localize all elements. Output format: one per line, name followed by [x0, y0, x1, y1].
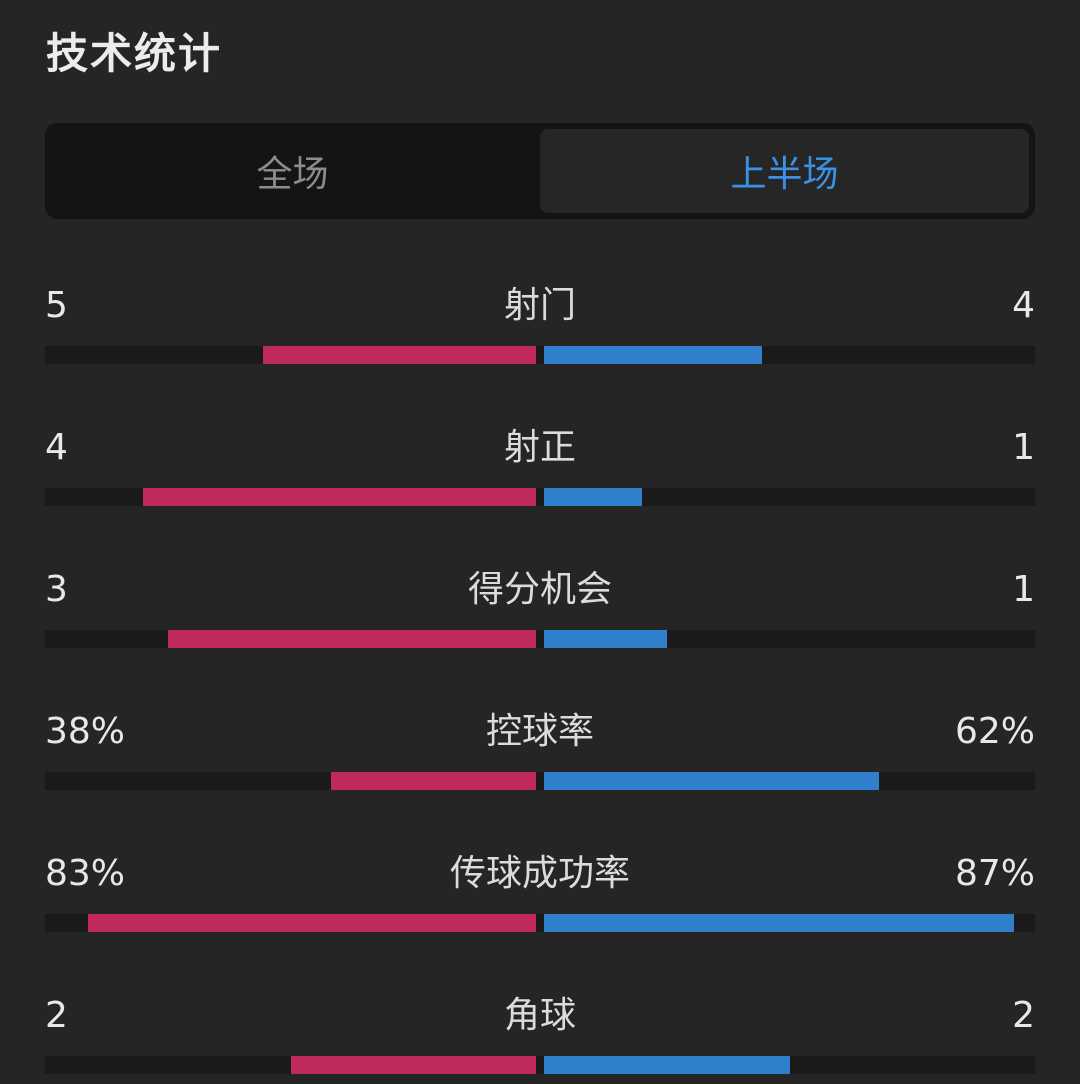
- comparison-track: [45, 1056, 1035, 1074]
- away-bar: [544, 346, 763, 364]
- away-bar: [544, 1056, 790, 1074]
- stat-row-chances: 3 得分机会 1: [45, 568, 1035, 658]
- comparison-track: [45, 346, 1035, 364]
- stat-label: 控球率: [485, 711, 594, 752]
- away-value: 4: [1012, 285, 1035, 326]
- stat-row-possession: 38% 控球率 62%: [45, 710, 1035, 800]
- away-bar: [544, 488, 643, 506]
- stat-label: 角球: [503, 995, 576, 1036]
- tab-first-half[interactable]: 上半场: [540, 129, 1029, 213]
- away-value: 2: [1012, 995, 1035, 1036]
- stat-label: 传球成功率: [449, 853, 630, 894]
- away-bar: [544, 772, 879, 790]
- stat-label: 射门: [503, 285, 576, 326]
- away-value: 1: [1012, 569, 1035, 610]
- stat-row-pass-accuracy: 83% 传球成功率 87%: [45, 852, 1035, 942]
- away-value: 1: [1012, 427, 1035, 468]
- home-bar: [87, 914, 536, 932]
- comparison-track: [45, 488, 1035, 506]
- comparison-track: [45, 630, 1035, 648]
- comparison-track: [45, 914, 1035, 932]
- page-title: 技术统计: [46, 29, 223, 78]
- home-bar: [263, 346, 536, 364]
- home-value: 4: [45, 427, 68, 468]
- tab-full-match[interactable]: 全场: [256, 154, 329, 195]
- period-tabs: 全场 上半场: [45, 123, 1035, 219]
- stat-row-shots-on-target: 4 射正 1: [45, 426, 1035, 516]
- away-bar: [544, 914, 1014, 932]
- stat-label: 得分机会: [467, 569, 612, 610]
- stat-row-corners: 2 角球 2: [45, 994, 1035, 1084]
- home-value: 38%: [45, 711, 126, 752]
- home-bar: [290, 1056, 536, 1074]
- away-bar: [544, 630, 667, 648]
- home-bar: [167, 630, 536, 648]
- home-value: 2: [45, 995, 68, 1036]
- stat-label: 射正: [503, 427, 576, 468]
- stat-row-shots: 5 射门 4: [45, 284, 1035, 374]
- comparison-track: [45, 772, 1035, 790]
- home-value: 3: [45, 569, 68, 610]
- home-value: 83%: [45, 853, 126, 894]
- home-bar: [143, 488, 536, 506]
- away-value: 62%: [954, 711, 1035, 752]
- away-value: 87%: [954, 853, 1035, 894]
- home-bar: [330, 772, 536, 790]
- home-value: 5: [45, 285, 68, 326]
